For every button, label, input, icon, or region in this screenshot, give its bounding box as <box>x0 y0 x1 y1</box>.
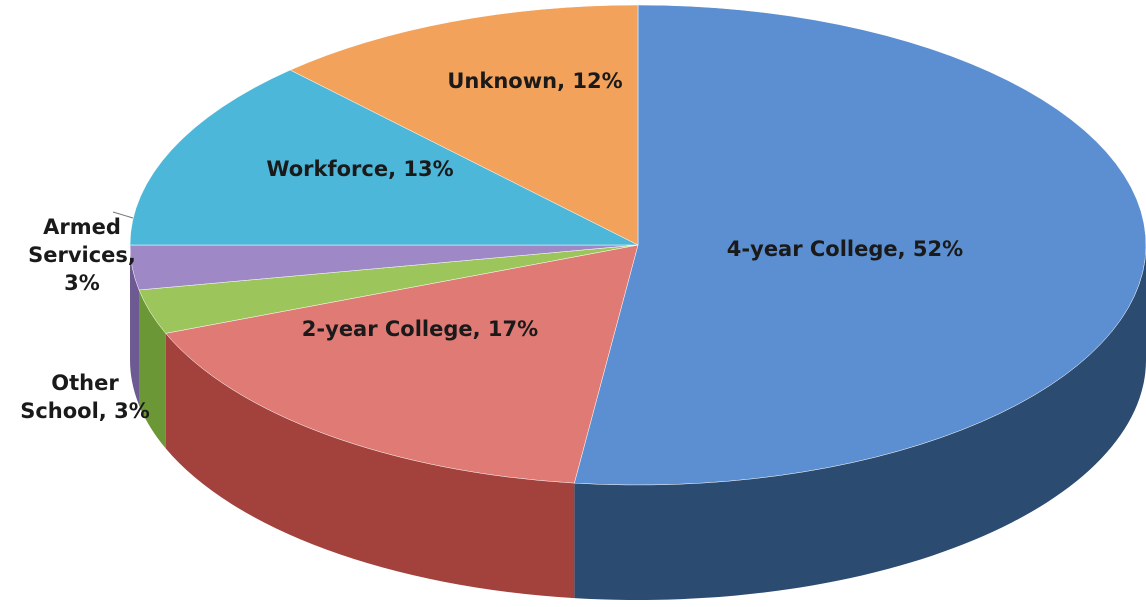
slice <box>289 4 639 246</box>
label-line: Armed <box>43 215 121 239</box>
data-label: 2-year College, 17% <box>302 317 538 341</box>
data-label: Workforce, 13% <box>266 157 453 181</box>
slice-side <box>574 245 1146 601</box>
slice-side <box>138 289 166 449</box>
data-label: Other School, 3% <box>20 371 150 423</box>
labels: 4-year College, 52% 2-year College, 17% Ot… <box>20 69 963 423</box>
slice-side <box>165 333 575 599</box>
data-label: Armed Services, 3% <box>28 215 136 295</box>
pie-sides <box>130 245 1146 601</box>
data-label: 4-year College, 52% <box>727 237 963 261</box>
data-label: Unknown, 12% <box>447 69 622 93</box>
label-line: School, 3% <box>20 399 150 423</box>
label-line: Services, <box>28 243 136 267</box>
slice-side <box>130 245 139 405</box>
pie-tops <box>129 4 1146 486</box>
slice <box>165 244 639 484</box>
slice <box>129 69 639 246</box>
label-line: 3% <box>64 271 100 295</box>
leader-line <box>112 211 134 219</box>
label-line: Other <box>51 371 119 395</box>
slice <box>574 4 1146 486</box>
